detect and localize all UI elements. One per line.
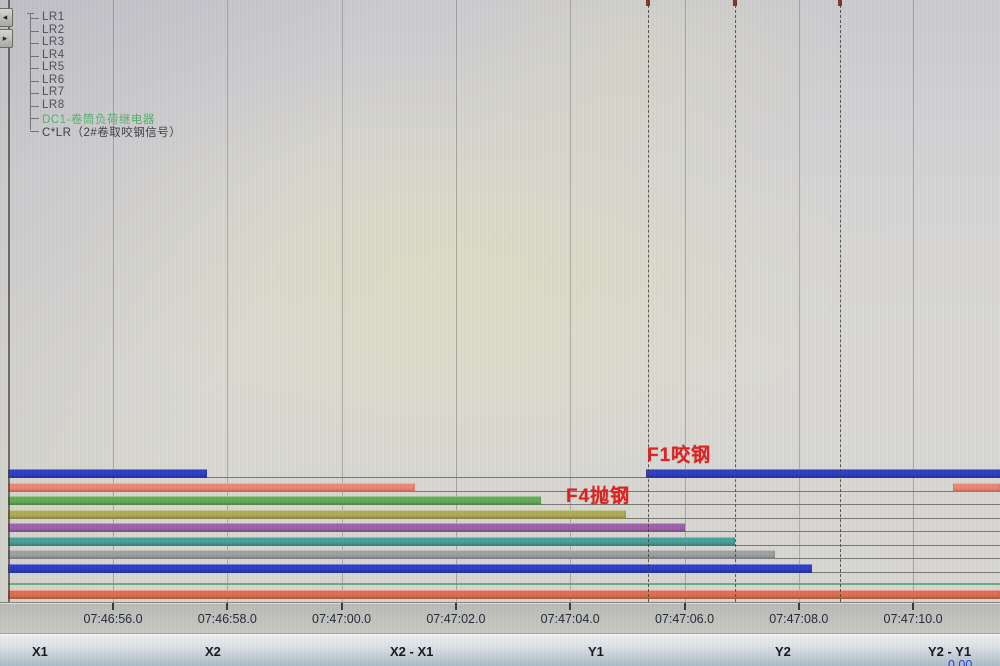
grid-line-vertical (913, 0, 915, 602)
measurement-bar: 0.00 X1 X2 X2 - X1 Y1 Y2 Y2 - Y1 (0, 633, 1000, 666)
legend-tree-branch (30, 55, 39, 57)
legend-tree-branch (30, 43, 39, 44)
time-axis: 07:46:56.0 07:46:58.0 07:47:00.0 07:47:02.0… (0, 602, 1000, 633)
trace-segment[interactable] (8, 590, 1000, 599)
cursor-top-marker (646, 0, 650, 6)
trace-plot-area[interactable]: LR1 LR2 LR3 LR4 LR5 LR6 LR7 LR8 DC1-卷筒负荷继电器 C*LR（… (0, 0, 1000, 602)
trace-flat-line (8, 583, 1000, 585)
axis-tick-label: 07:47:06.0 (654, 612, 715, 626)
axis-tick-label: 07:46:56.0 (83, 612, 143, 626)
trace-baseline (8, 491, 1000, 492)
cursor-top-marker (733, 0, 737, 6)
axis-tick-label: 07:47:10.0 (883, 612, 943, 626)
annotation-label: F1咬钢 (647, 445, 712, 466)
legend-tree-branch (30, 93, 39, 94)
measure-label: Y2 (775, 644, 791, 659)
scroll-left-button[interactable]: ◂ (0, 8, 13, 27)
signal-legend: LR1 LR2 LR3 LR4 LR5 LR6 LR7 LR8 DC1-卷筒负荷继电器 C*LR（… (0, 0, 340, 150)
trace-segment[interactable] (8, 537, 735, 546)
axis-tick (797, 603, 800, 610)
axis-tick-label: 07:47:02.0 (426, 612, 486, 626)
legend-tree-branch (30, 80, 39, 82)
axis-tick-label: 07:46:58.0 (197, 612, 257, 626)
grid-line-vertical (227, 0, 229, 602)
trace-segment[interactable] (953, 483, 1000, 492)
axis-tick (569, 603, 572, 610)
legend-item[interactable]: LR4 (42, 48, 65, 61)
axis-tick-label: 07:47:08.0 (769, 612, 829, 626)
trace-segment[interactable] (8, 550, 775, 559)
trace-segment[interactable] (8, 510, 626, 519)
axis-tick (340, 603, 343, 610)
trace-segment[interactable] (646, 469, 1000, 478)
trace-baseline (8, 477, 1000, 478)
axis-tick (454, 603, 457, 610)
measure-value-y2-y1: 0.00 (948, 658, 973, 666)
trace-segment[interactable] (8, 496, 541, 505)
legend-tree-line (27, 13, 34, 130)
plot-left-border (8, 0, 10, 602)
measurement-cursor[interactable] (735, 0, 736, 602)
grid-line-vertical (341, 0, 343, 602)
legend-item[interactable]: LR7 (42, 86, 65, 98)
axis-tick-label: 07:47:00.0 (312, 612, 372, 626)
grid-line-vertical (798, 0, 800, 602)
legend-item[interactable]: LR5 (42, 61, 65, 73)
measurement-cursor[interactable] (648, 0, 649, 602)
legend-tree-branch (30, 68, 39, 69)
axis-tick-label: 07:47:04.0 (540, 612, 600, 626)
measure-label: Y1 (588, 644, 604, 659)
legend-tree-branch (30, 118, 39, 119)
grid-line-vertical (570, 0, 572, 602)
annotation-label: F4抛钢 (566, 486, 631, 507)
grid-line-vertical (113, 0, 114, 602)
grid-line-vertical (455, 0, 457, 602)
axis-tick (912, 603, 915, 610)
legend-item[interactable]: LR6 (42, 73, 65, 86)
legend-item[interactable]: C*LR（2#卷取咬钢信号） (42, 126, 182, 139)
legend-item[interactable]: LR8 (42, 98, 65, 111)
legend-item[interactable]: LR2 (42, 23, 65, 36)
axis-tick (112, 603, 114, 610)
measure-label: Y2 - Y1 (928, 644, 972, 659)
axis-tick (683, 603, 686, 610)
measure-label: X2 - X1 (390, 644, 434, 659)
axis-tick (226, 603, 229, 610)
grid-line-vertical (684, 0, 686, 602)
legend-tree-branch (30, 18, 39, 19)
measure-label: X1 (32, 644, 48, 659)
legend-tree-branch (30, 130, 39, 132)
trace-segment[interactable] (8, 564, 812, 573)
trace-segment[interactable] (8, 483, 415, 492)
scroll-right-button[interactable]: ▸ (0, 29, 13, 48)
cursor-top-marker (838, 0, 842, 6)
legend-item[interactable]: LR1 (42, 11, 65, 23)
measurement-cursor[interactable] (840, 0, 841, 602)
trace-segment[interactable] (8, 469, 207, 478)
measure-label: X2 (205, 644, 221, 659)
legend-item[interactable]: LR3 (42, 36, 65, 48)
legend-item[interactable]: DC1-卷筒负荷继电器 (42, 114, 155, 126)
legend-tree-branch (30, 105, 39, 107)
trace-segment[interactable] (8, 523, 685, 532)
legend-tree-branch (30, 30, 39, 32)
